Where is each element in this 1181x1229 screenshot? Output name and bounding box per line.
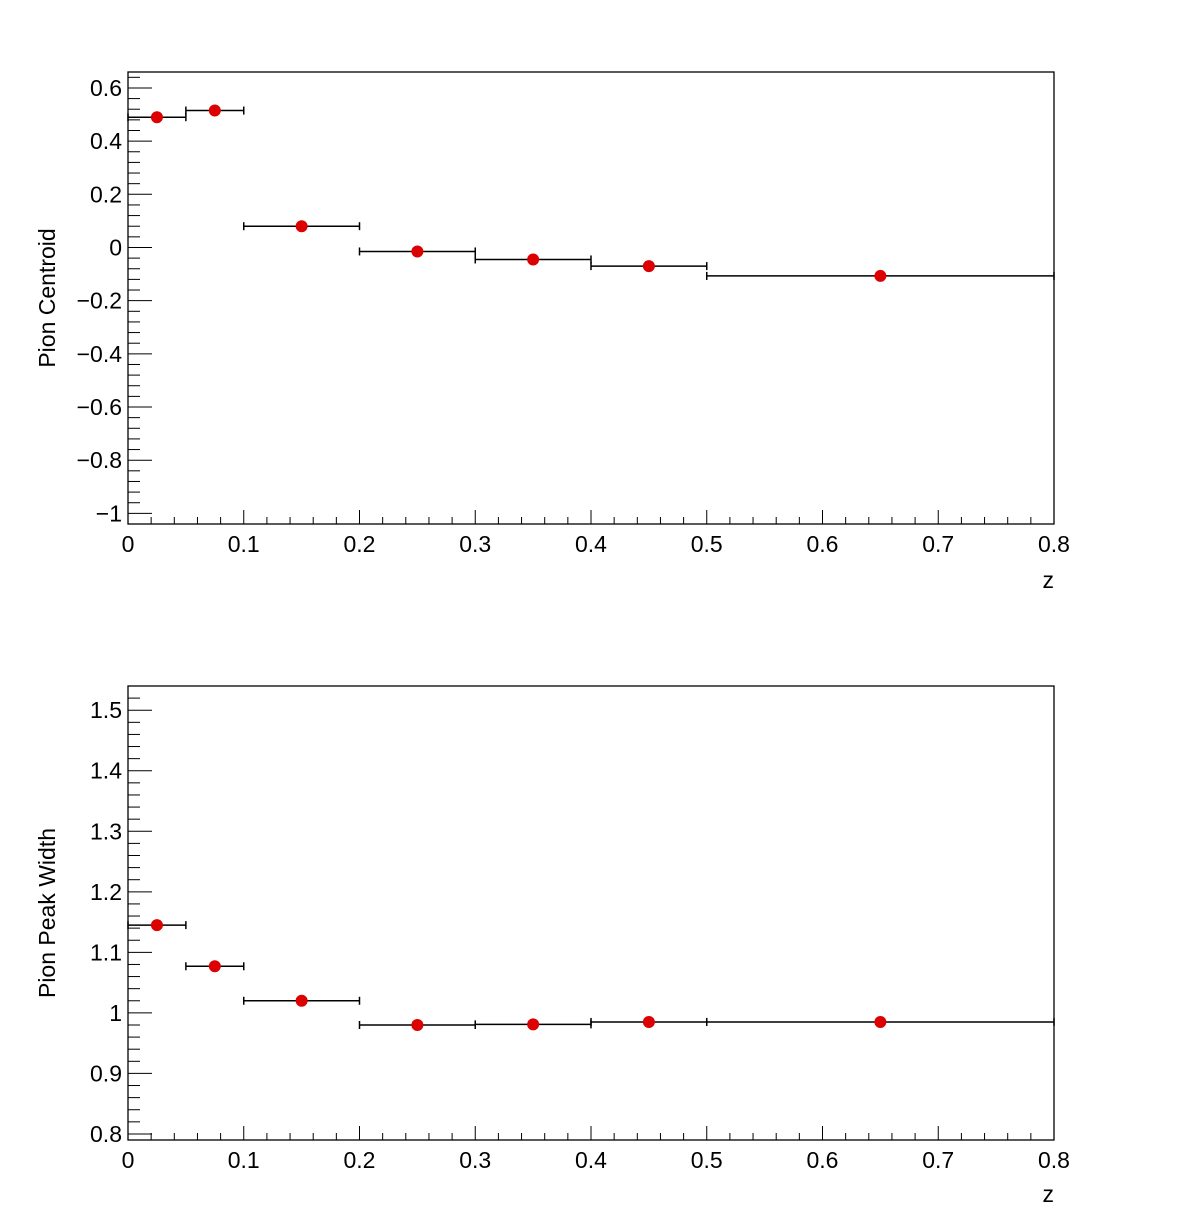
x-tick-label: 0.1 [228,531,260,557]
x-tick-label: 0.7 [922,531,954,557]
y-tick-label: 1.2 [90,879,122,905]
x-tick-label: 0.1 [228,1147,260,1173]
y-tick-label: 0.6 [90,75,122,101]
y-axis-label: Pion Peak Width [34,828,60,998]
data-point [642,1015,655,1028]
x-tick-label: 0.4 [575,1147,607,1173]
data-point [527,1018,540,1031]
data-point [208,960,221,973]
data-point [295,220,308,233]
data-point [874,269,887,282]
y-tick-label: −1 [96,500,122,526]
y-tick-label: −0.4 [77,341,123,367]
data-point [150,111,163,124]
y-tick-label: 1.5 [90,697,122,723]
y-tick-label: −0.2 [77,288,122,314]
y-tick-label: 1.4 [90,758,122,784]
x-tick-label: 0.3 [459,1147,491,1173]
x-axis-label: z [1043,567,1055,593]
data-point [208,104,221,117]
y-tick-label: −0.8 [77,447,122,473]
x-tick-label: 0.6 [807,1147,839,1173]
y-tick-label: 0.4 [90,128,122,154]
data-point [295,994,308,1007]
y-tick-label: 1.3 [90,818,122,844]
x-tick-label: 0.2 [344,1147,376,1173]
x-tick-label: 0.4 [575,531,607,557]
data-point [150,919,163,932]
data-point [527,253,540,266]
x-tick-label: 0.6 [807,531,839,557]
x-tick-label: 0.8 [1038,1147,1070,1173]
data-point [411,245,424,258]
y-tick-label: 0 [109,234,122,260]
centroid-panel: 0 0.1 0.2 0.3 0.4 0.5 0.6 0.7 0.8 −1 −0.8 −0.6 −0.4 −… [34,71,1070,593]
width-panel: 0 0.1 0.2 0.3 0.4 0.5 0.6 0.7 0.8 0.8 0.9 1 1.1 1.2 1.… [34,685,1070,1207]
x-tick-label: 0.2 [344,531,376,557]
y-axis-label: Pion Centroid [34,228,60,367]
y-tick-label: 1 [109,1000,122,1026]
x-tick-label: 0.5 [691,531,723,557]
x-tick-label: 0.8 [1038,531,1070,557]
x-tick-label: 0.5 [691,1147,723,1173]
y-tick-label: 0.8 [90,1121,122,1147]
y-tick-label: 1.1 [90,939,122,965]
x-tick-label: 0 [122,1147,135,1173]
y-tick-label: 0.2 [90,181,122,207]
y-tick-label: −0.6 [77,394,122,420]
data-point [411,1018,424,1031]
x-tick-label: 0 [122,531,135,557]
x-axis-label: z [1043,1181,1055,1207]
y-tick-label: 0.9 [90,1060,122,1086]
data-point [874,1015,887,1028]
data-point [642,260,655,273]
x-tick-label: 0.3 [459,531,491,557]
x-tick-label: 0.7 [922,1147,954,1173]
